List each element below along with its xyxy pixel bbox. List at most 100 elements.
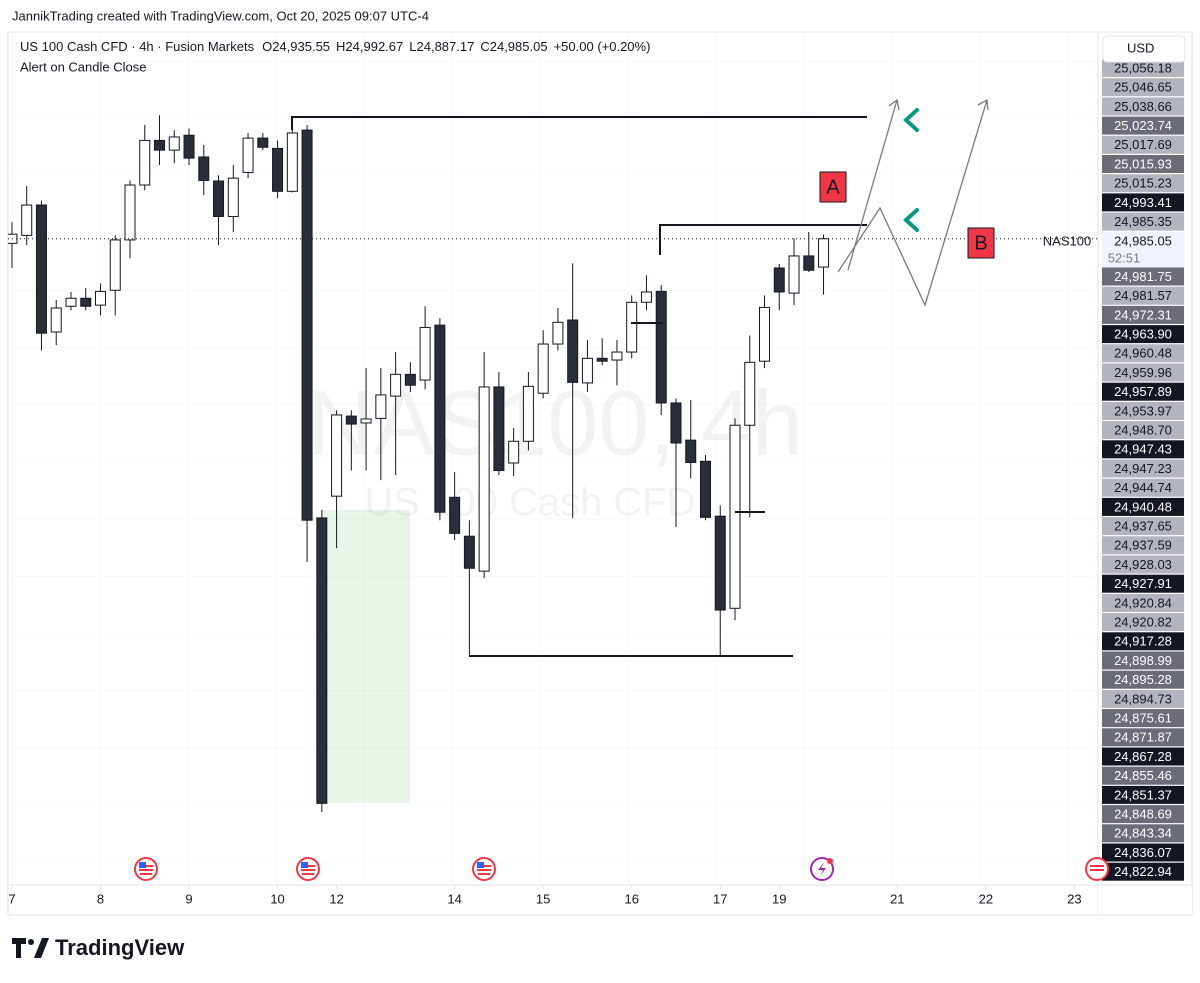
price-tag-label: 24,927.91 <box>1114 576 1172 591</box>
candle-body <box>788 255 800 294</box>
x-tick-label: 17 <box>713 891 727 906</box>
x-tick-label: 14 <box>447 891 461 906</box>
annotation: B <box>974 232 987 254</box>
candle-body <box>213 180 225 217</box>
price-tag <box>1102 593 1184 612</box>
price-tag-label: 25,017.69 <box>1114 137 1172 152</box>
candle-body <box>404 373 416 386</box>
candle-body <box>109 239 121 291</box>
flag-icon[interactable] <box>472 857 496 881</box>
price-tag <box>1102 517 1184 536</box>
candle-body <box>463 535 475 569</box>
x-tick-label: 19 <box>772 891 786 906</box>
projection <box>837 98 989 307</box>
projection-arrow <box>847 98 900 271</box>
candle-body <box>508 440 520 464</box>
price-tag <box>1102 785 1184 804</box>
price-tag-label: 24,928.03 <box>1114 557 1172 572</box>
earnings-icon[interactable] <box>810 857 834 881</box>
candle-body <box>478 386 490 572</box>
annotation: A <box>826 176 840 198</box>
price-tag <box>1102 689 1184 708</box>
price-tag-label: 24,937.65 <box>1114 519 1172 534</box>
price-tag <box>1102 497 1184 516</box>
price-tag <box>1102 709 1184 728</box>
price-tag <box>1102 766 1184 785</box>
candle-body <box>449 496 461 534</box>
price-tag <box>1102 824 1184 843</box>
price-tag-label: 25,015.23 <box>1114 176 1172 191</box>
currency-button[interactable] <box>1102 35 1186 63</box>
candle-body <box>567 319 579 383</box>
price-tag <box>1102 459 1184 478</box>
ohlc: +50.00 (+0.20%) <box>554 39 651 54</box>
flag-icon[interactable] <box>134 857 158 881</box>
price-tag-label: 25,046.65 <box>1114 80 1172 95</box>
price-tag <box>1102 59 1184 77</box>
x-tick-label: 12 <box>329 891 343 906</box>
candle-body <box>803 255 815 271</box>
x-tick-label: 9 <box>185 891 192 906</box>
price-tag-label: 24,948.70 <box>1114 423 1172 438</box>
candle-body <box>375 394 387 419</box>
candle-body <box>198 156 210 181</box>
candle-body <box>21 204 33 236</box>
projection-arrow <box>837 98 989 307</box>
price-tag <box>1102 174 1184 193</box>
x-tick-label: 22 <box>979 891 993 906</box>
candle-body <box>685 439 697 463</box>
ohlc: C24,985.05 <box>480 39 547 54</box>
price-tag <box>1102 305 1184 324</box>
candle-body <box>434 324 446 513</box>
price-tag-label: 24,895.28 <box>1114 672 1172 687</box>
price-tag <box>1102 325 1184 344</box>
candle-body <box>818 238 830 268</box>
price-tag-label: 24,836.07 <box>1114 845 1172 860</box>
price-tag-label: 24,920.84 <box>1114 595 1172 610</box>
candle-body <box>331 414 343 497</box>
flag-icon[interactable] <box>1085 857 1109 881</box>
candle-body <box>640 291 652 303</box>
candle-body <box>759 306 771 362</box>
candle-body <box>714 515 726 611</box>
candle-body <box>670 402 682 444</box>
price-tag-label: 24,867.28 <box>1114 749 1172 764</box>
x-tick-label: 10 <box>270 891 284 906</box>
zone <box>322 510 410 803</box>
price-tag-label: 24,947.23 <box>1114 461 1172 476</box>
symbol-info: US 100 Cash CFD · 4h · Fusion Markets O24… <box>20 39 650 54</box>
x-tick-label: 21 <box>890 891 904 906</box>
candle-body <box>154 139 166 151</box>
candle-body <box>65 297 77 307</box>
candle-body <box>581 357 593 384</box>
flag-icon[interactable] <box>296 857 320 881</box>
brand: TradingView <box>55 935 185 960</box>
candle-body <box>183 134 195 159</box>
x-tick-label: 23 <box>1067 891 1081 906</box>
price-tag-label: 25,056.18 <box>1114 60 1172 75</box>
symbol-label: NAS100 <box>1043 233 1091 248</box>
chevron <box>903 108 919 132</box>
candle-body <box>94 290 106 306</box>
ohlc: H24,992.67 <box>336 39 403 54</box>
price-tag <box>1102 116 1184 135</box>
currency[interactable]: USD <box>1127 40 1154 55</box>
price-tag <box>1102 267 1184 286</box>
watermark-subtitle: US 100 Cash CFD <box>364 481 695 525</box>
candle-body <box>596 357 608 362</box>
candle-body <box>522 385 534 442</box>
candle-body <box>50 307 62 333</box>
time-axis: 7 8 9 10 12 14 15 16 17 19 21 22 23 <box>8 885 1082 906</box>
price-tag-label: 24,898.99 <box>1114 653 1172 668</box>
chevrons <box>903 108 919 232</box>
candle-body <box>286 132 298 192</box>
drawn-levels <box>291 116 867 657</box>
price-tag-label: 25,015.93 <box>1114 156 1172 171</box>
price-tag <box>1102 421 1184 440</box>
price-tag-label: 24,953.97 <box>1114 403 1172 418</box>
price-tag-label: 24,822.94 <box>1114 864 1172 879</box>
candle-body <box>227 177 239 217</box>
price-tag <box>1102 97 1184 116</box>
chevron <box>903 208 919 232</box>
price-tag <box>1102 155 1184 173</box>
